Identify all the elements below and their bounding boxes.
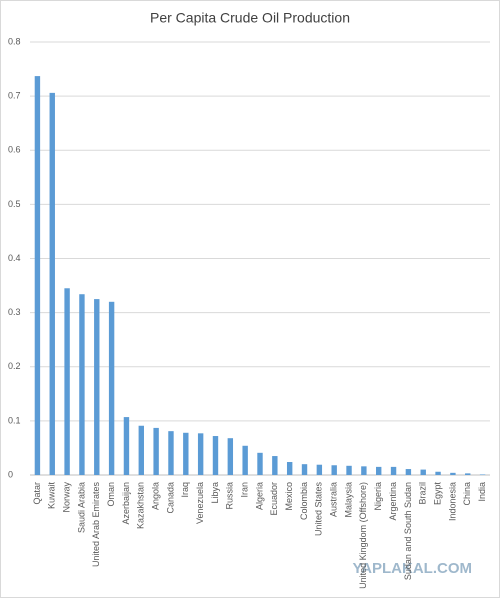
x-tick-label: Iraq <box>180 482 190 498</box>
x-tick-label: Kuwait <box>47 482 57 510</box>
x-tick-label: Australia <box>329 482 339 517</box>
x-tick-label: United States <box>314 482 324 537</box>
bar <box>242 445 248 475</box>
bar <box>479 474 486 475</box>
x-tick-label: Norway <box>61 482 71 513</box>
x-tick-label: Saudi Arabia <box>76 482 86 533</box>
x-tick-label: Brazil <box>418 482 428 505</box>
y-tick-label: 0.6 <box>8 145 21 155</box>
chart-title: Per Capita Crude Oil Production <box>150 10 350 26</box>
x-tick-label: Azerbaijan <box>121 482 131 525</box>
bar <box>286 462 293 475</box>
bar <box>257 452 263 475</box>
x-tick-label: Indonesia <box>447 482 457 521</box>
x-tick-label: China <box>462 482 472 506</box>
x-tick-label: Kazakhstan <box>136 482 146 529</box>
bar <box>301 464 308 475</box>
x-tick-label: Canada <box>165 482 175 514</box>
y-tick-label: 0.5 <box>8 199 21 209</box>
x-tick-label: Egypt <box>432 482 442 506</box>
bar <box>79 294 85 475</box>
y-tick-label: 0.1 <box>8 415 21 425</box>
x-tick-label: Oman <box>106 482 116 507</box>
bar <box>168 431 174 475</box>
x-tick-label: Venezuela <box>195 482 205 524</box>
x-tick-label: United Kingdom (Offshore) <box>358 482 368 589</box>
x-tick-label: Iran <box>240 482 250 498</box>
x-tick-label: Algeria <box>254 482 264 510</box>
bar <box>331 465 337 475</box>
bar <box>94 299 100 475</box>
bar <box>64 288 70 475</box>
bar <box>138 425 144 475</box>
x-tick-label: Argentina <box>388 482 398 521</box>
bar <box>316 464 323 475</box>
bar <box>49 92 55 475</box>
x-tick-label: United Arab Emirates <box>91 482 101 568</box>
bar <box>405 469 412 475</box>
bar <box>123 417 130 475</box>
bar <box>227 438 234 475</box>
bar <box>272 456 278 475</box>
x-tick-label: Nigeria <box>373 482 383 511</box>
y-tick-label: 0.8 <box>8 36 21 46</box>
x-tick-label: Mexico <box>284 482 294 511</box>
x-tick-label: Malaysia <box>343 482 353 518</box>
x-tick-label: Angola <box>151 482 161 510</box>
bar <box>108 301 115 475</box>
bar <box>346 465 352 475</box>
x-tick-label: Qatar <box>32 482 42 505</box>
bar <box>197 433 204 475</box>
y-tick-label: 0.7 <box>8 91 21 101</box>
x-tick-label: Sudan and South Sudan <box>403 482 413 580</box>
x-tick-label: Ecuador <box>269 482 279 516</box>
x-tick-label: Colombia <box>299 482 309 520</box>
bar <box>183 432 189 475</box>
bar <box>361 466 367 475</box>
bar <box>212 436 219 475</box>
bar <box>465 473 471 475</box>
y-tick-label: 0.2 <box>8 361 21 371</box>
y-tick-label: 0 <box>8 469 13 479</box>
bar <box>376 466 382 475</box>
x-tick-label: India <box>477 482 487 502</box>
bar <box>153 427 159 475</box>
x-tick-label: Russia <box>225 482 235 510</box>
bar <box>390 466 397 475</box>
x-tick-label: Libya <box>210 482 220 504</box>
bar <box>420 469 426 475</box>
watermark: YAPLAKAL.COM <box>353 560 472 577</box>
bar <box>450 472 456 475</box>
y-tick-label: 0.3 <box>8 307 21 317</box>
bar <box>34 76 41 475</box>
y-tick-label: 0.4 <box>8 253 21 263</box>
bar <box>435 471 441 475</box>
